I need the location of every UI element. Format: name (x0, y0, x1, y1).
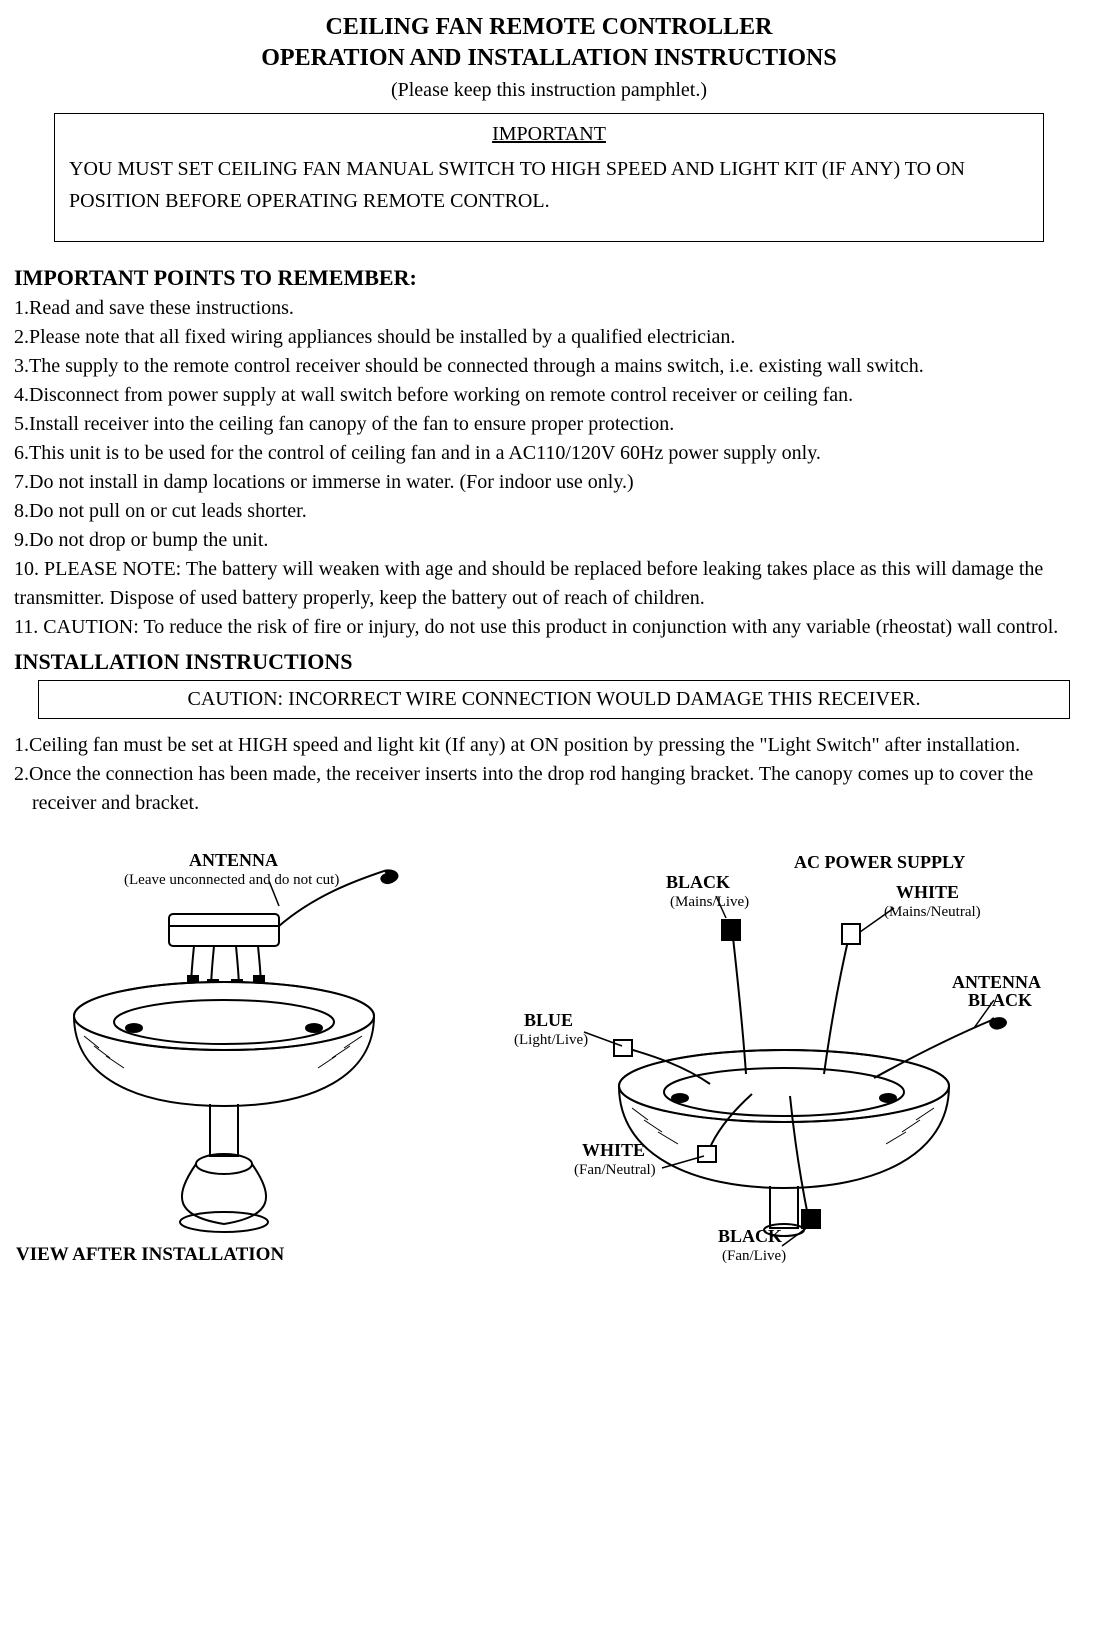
important-callout-box: IMPORTANT YOU MUST SET CEILING FAN MANUA… (54, 113, 1044, 242)
install-step: 2.Once the connection has been made, the… (14, 760, 1084, 818)
diagrams-row: ANTENNA (Leave unconnected and do not cu… (14, 836, 1084, 1266)
black-fan-sub: (Fan/Live) (722, 1248, 786, 1264)
point-item: 6.This unit is to be used for the contro… (14, 439, 1084, 468)
point-item: 10. PLEASE NOTE: The battery will weaken… (14, 555, 1084, 613)
antenna-sublabel: (Leave unconnected and do not cut) (124, 872, 339, 888)
point-item: 5.Install receiver into the ceiling fan … (14, 410, 1084, 439)
point-item: 3.The supply to the remote control recei… (14, 352, 1084, 381)
important-body-text: YOU MUST SET CEILING FAN MANUAL SWITCH T… (69, 153, 1029, 217)
white-mains-label: WHITE (896, 882, 959, 902)
install-step: 1.Ceiling fan must be set at HIGH speed … (14, 731, 1084, 760)
installation-heading: INSTALLATION INSTRUCTIONS (14, 646, 1084, 678)
document-title-line2: OPERATION AND INSTALLATION INSTRUCTIONS (14, 43, 1084, 74)
points-list: 1.Read and save these instructions. 2.Pl… (14, 294, 1084, 642)
ac-power-label: AC POWER SUPPLY (794, 852, 965, 872)
important-label: IMPORTANT (69, 120, 1029, 149)
document-title-line1: CEILING FAN REMOTE CONTROLLER (14, 12, 1084, 43)
diagram-left-caption: VIEW AFTER INSTALLATION (16, 1244, 284, 1265)
blue-light-label: BLUE (524, 1010, 573, 1030)
diagram-left: ANTENNA (Leave unconnected and do not cu… (14, 836, 444, 1266)
install-steps-list: 1.Ceiling fan must be set at HIGH speed … (14, 731, 1084, 818)
antenna-label: ANTENNA (189, 850, 278, 870)
antenna-right-sub: BLACK (968, 990, 1032, 1010)
black-mains-sub: (Mains/Live) (670, 894, 749, 910)
black-fan-label: BLACK (718, 1226, 782, 1246)
point-item: 2.Please note that all fixed wiring appl… (14, 323, 1084, 352)
point-item: 9.Do not drop or bump the unit. (14, 526, 1084, 555)
points-heading: IMPORTANT POINTS TO REMEMBER: (14, 262, 1084, 294)
point-item: 7.Do not install in damp locations or im… (14, 468, 1084, 497)
white-mains-sub: (Mains/Neutral) (884, 904, 981, 920)
point-item: 1.Read and save these instructions. (14, 294, 1084, 323)
point-item: 8.Do not pull on or cut leads shorter. (14, 497, 1084, 526)
black-mains-label: BLACK (666, 872, 730, 892)
point-item: 4.Disconnect from power supply at wall s… (14, 381, 1084, 410)
white-fan-sub: (Fan/Neutral) (574, 1162, 656, 1178)
document-subtitle: (Please keep this instruction pamphlet.) (14, 76, 1084, 105)
white-fan-label: WHITE (582, 1140, 645, 1160)
point-item: 11. CAUTION: To reduce the risk of fire … (14, 613, 1084, 642)
antenna-right-label: ANTENNA (952, 972, 1041, 992)
diagram-right: AC POWER SUPPLY BLACK (Mains/Live) WHITE… (464, 836, 1064, 1266)
blue-light-sub: (Light/Live) (514, 1032, 588, 1048)
caution-callout-box: CAUTION: INCORRECT WIRE CONNECTION WOULD… (38, 680, 1070, 719)
